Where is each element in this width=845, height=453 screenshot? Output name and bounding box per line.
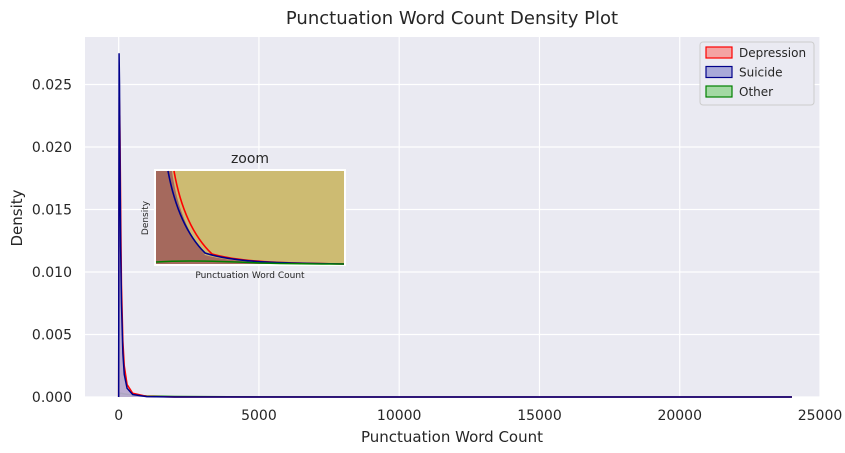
y-tick-label: 0.010 (32, 265, 72, 281)
x-tick-label: 0 (114, 408, 123, 424)
series-layer (117, 53, 792, 398)
x-tick-label: 10000 (377, 408, 422, 424)
x-tick-label: 5000 (241, 408, 277, 424)
x-tick-label: 20000 (657, 408, 702, 424)
zoom-inset: zoom Punctuation Word Count Density (141, 151, 346, 281)
y-tick-label: 0.025 (32, 78, 72, 94)
y-tick-label: 0.000 (32, 390, 72, 406)
inset-x-label: Punctuation Word Count (195, 271, 305, 281)
y-axis-label: Density (8, 189, 26, 246)
y-tick-labels: 0.000 0.005 0.010 0.015 0.020 0.025 (32, 78, 72, 407)
inset-y-label: Density (141, 200, 151, 235)
x-tick-label: 25000 (798, 408, 843, 424)
legend-swatch-suicide (705, 65, 733, 79)
legend-label-other: Other (739, 85, 773, 99)
inset-title: zoom (231, 151, 269, 167)
legend: Depression Suicide Other (699, 41, 815, 106)
legend-swatch-depression (705, 46, 733, 59)
y-tick-label: 0.015 (32, 203, 72, 219)
inset-other-line (155, 260, 345, 265)
legend-label-depression: Depression (739, 46, 806, 60)
legend-swatch-other (705, 85, 733, 98)
y-tick-label: 0.005 (32, 328, 72, 344)
series-line-suicide (117, 53, 792, 398)
chart-title: Punctuation Word Count Density Plot (286, 8, 618, 29)
inset-left-fill (156, 171, 300, 264)
x-tick-label: 15000 (517, 408, 562, 424)
y-tick-label: 0.020 (32, 140, 72, 156)
x-axis-label: Punctuation Word Count (361, 428, 543, 446)
legend-label-suicide: Suicide (739, 66, 783, 80)
x-tick-labels: 0 5000 10000 15000 20000 25000 (114, 408, 842, 424)
